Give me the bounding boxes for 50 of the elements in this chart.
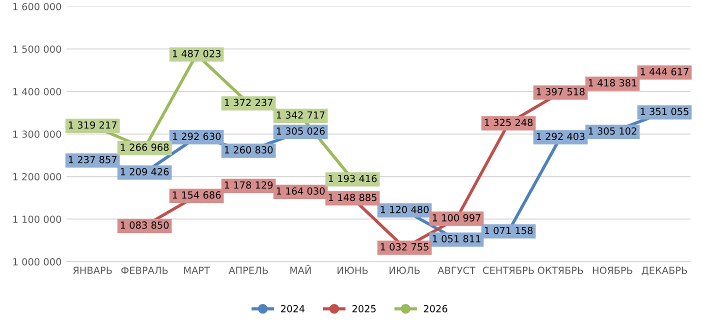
data-label: 1 292 403 xyxy=(536,132,584,140)
x-tick-label: ИЮНЬ xyxy=(338,266,368,274)
x-tick-label: ФЕВРАЛЬ xyxy=(121,266,168,274)
y-tick-label: 1 500 000 xyxy=(13,45,62,53)
data-label: 1 100 997 xyxy=(432,214,480,222)
data-label: 1 164 030 xyxy=(276,187,325,195)
data-label: 1 319 217 xyxy=(68,121,116,129)
x-tick-label: ЯНВАРЬ xyxy=(73,266,112,274)
x-tick-label: АПРЕЛЬ xyxy=(228,266,268,274)
data-label: 1 305 026 xyxy=(276,127,325,135)
x-tick-label: СЕНТЯБРЬ xyxy=(482,266,534,274)
data-label: 1 071 158 xyxy=(484,226,533,234)
x-tick-label: ДЕКАБРЬ xyxy=(642,266,688,276)
y-tick-label: 1 300 000 xyxy=(13,130,62,138)
y-tick-label: 1 400 000 xyxy=(13,88,62,96)
data-label: 1 351 055 xyxy=(640,108,688,116)
y-tick-label: 1 100 000 xyxy=(13,216,62,223)
data-label: 1 266 968 xyxy=(120,144,169,151)
y-tick-label: 1 000 000 xyxy=(13,258,62,266)
data-label: 1 083 850 xyxy=(120,221,169,229)
y-tick-label: 1 600 000 xyxy=(13,2,62,10)
data-label: 1 193 416 xyxy=(328,174,377,182)
data-label: 1 292 630 xyxy=(172,132,221,140)
data-label: 1 487 023 xyxy=(172,50,221,58)
data-label: 1 372 237 xyxy=(224,98,272,106)
data-label: 1 154 686 xyxy=(172,191,221,199)
data-label: 1 325 248 xyxy=(484,118,533,126)
x-tick-label: МАРТ xyxy=(184,266,210,274)
data-label: 1 397 518 xyxy=(536,88,585,96)
data-label: 1 178 129 xyxy=(224,181,273,189)
legend-label: 2025 xyxy=(352,305,376,312)
legend-label: 2024 xyxy=(281,305,305,312)
data-label: 1 237 857 xyxy=(68,156,116,164)
x-tick-label: МАЙ xyxy=(290,264,311,274)
data-label: 1 148 885 xyxy=(328,194,376,202)
x-tick-label: АВГУСТ xyxy=(438,266,476,274)
data-label: 1 120 480 xyxy=(380,206,429,214)
x-tick-label: ИЮЛЬ xyxy=(390,266,420,274)
data-label: 1 305 102 xyxy=(588,127,636,135)
data-label: 1 444 617 xyxy=(640,68,688,76)
x-tick-label: НОЯБРЬ xyxy=(592,266,632,274)
y-tick-label: 1 200 000 xyxy=(13,173,62,180)
data-label: 1 342 717 xyxy=(276,111,324,119)
data-label: 1 032 755 xyxy=(380,243,428,251)
data-label: 1 260 830 xyxy=(224,146,273,154)
x-tick-label: ОКТЯБРЬ xyxy=(538,266,584,274)
legend-label: 2026 xyxy=(424,305,448,312)
data-label: 1 209 426 xyxy=(120,168,169,176)
data-label: 1 051 811 xyxy=(432,235,480,242)
data-label: 1 418 381 xyxy=(588,79,636,87)
